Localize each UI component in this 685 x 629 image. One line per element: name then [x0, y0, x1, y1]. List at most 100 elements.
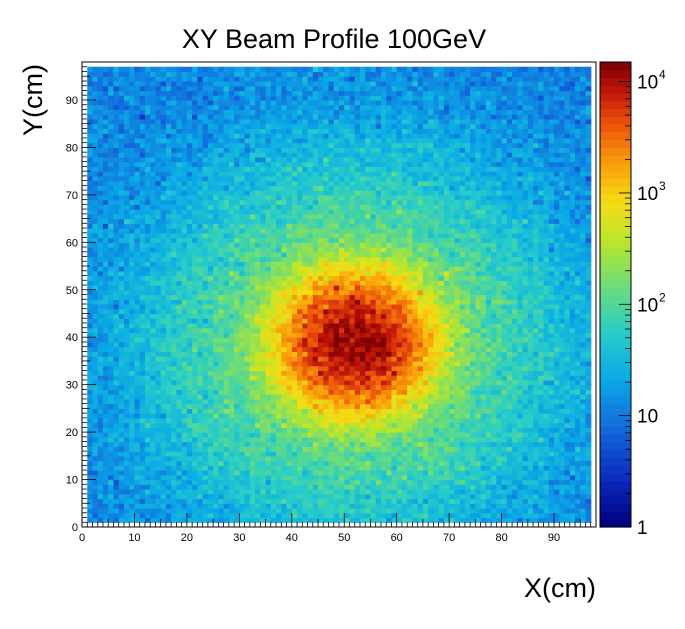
heatmap-cell [291, 337, 298, 343]
heatmap-cell [318, 455, 324, 462]
heatmap-cell [87, 337, 94, 343]
heatmap-cell [202, 484, 209, 490]
heatmap-cell [307, 137, 314, 144]
heatmap-cell [207, 508, 214, 514]
heatmap-cell [186, 204, 193, 210]
heatmap-cell [113, 408, 120, 414]
heatmap-cell [144, 360, 151, 367]
heatmap-cell [97, 436, 104, 443]
heatmap-cell [123, 408, 130, 414]
heatmap-cell [213, 446, 219, 452]
heatmap-cell [118, 436, 125, 443]
heatmap-cell [344, 327, 351, 334]
heatmap-cell [244, 332, 251, 338]
heatmap-cell [155, 408, 162, 414]
heatmap-cell [129, 71, 136, 77]
heatmap-cell [239, 512, 246, 519]
heatmap-cell [312, 185, 319, 191]
heatmap-cell [113, 441, 120, 447]
heatmap-cell [165, 223, 172, 229]
heatmap-cell [228, 318, 235, 324]
heatmap-cell [318, 118, 324, 125]
heatmap-cell [213, 313, 219, 319]
heatmap-cell [234, 379, 240, 386]
heatmap-cell [160, 142, 167, 148]
heatmap-cell [186, 493, 193, 500]
heatmap-cell [160, 484, 167, 490]
heatmap-cell [255, 80, 261, 87]
heatmap-cell [150, 484, 157, 490]
heatmap-cell [265, 398, 272, 405]
heatmap-cell [307, 413, 314, 419]
heatmap-cell [129, 194, 136, 201]
heatmap-cell [270, 142, 277, 148]
heatmap-cell [228, 280, 235, 286]
heatmap-cell [118, 360, 125, 367]
heatmap-cell [333, 251, 340, 258]
heatmap-cell [339, 365, 345, 372]
heatmap-cell [181, 109, 188, 115]
heatmap-cell [223, 322, 230, 329]
heatmap-cell [333, 408, 340, 414]
heatmap-cell [286, 270, 293, 277]
heatmap-cell [344, 484, 351, 490]
heatmap-cell [302, 194, 309, 201]
heatmap-cell [97, 280, 104, 286]
heatmap-cell [333, 318, 340, 324]
heatmap-cell [87, 460, 94, 466]
heatmap-cell [265, 237, 272, 243]
heatmap-cell [270, 209, 277, 215]
heatmap-cell [234, 275, 240, 281]
heatmap-cell [234, 322, 240, 329]
heatmap-cell [344, 341, 351, 348]
heatmap-cell [307, 256, 314, 262]
heatmap-cell [302, 128, 309, 134]
heatmap-cell [318, 223, 324, 229]
heatmap-cell [318, 413, 324, 419]
heatmap-cell [333, 493, 340, 500]
heatmap-cell [244, 474, 251, 481]
heatmap-cell [260, 251, 267, 258]
heatmap-cell [244, 161, 251, 167]
heatmap-cell [255, 218, 261, 224]
heatmap-cell [323, 161, 330, 167]
heatmap-cell [260, 375, 267, 381]
heatmap-cell [176, 432, 183, 438]
heatmap-cell [260, 270, 267, 277]
heatmap-cell [307, 432, 314, 438]
heatmap-cell [291, 285, 298, 291]
heatmap-cell [165, 90, 172, 96]
heatmap-cell [202, 123, 209, 130]
heatmap-cell [181, 299, 188, 305]
heatmap-cell [286, 432, 293, 438]
heatmap-cell [234, 337, 240, 343]
heatmap-cell [291, 95, 298, 101]
heatmap-cell [339, 270, 345, 277]
heatmap-cell [249, 370, 256, 376]
heatmap-cell [260, 389, 267, 395]
heatmap-cell [176, 356, 183, 362]
heatmap-cell [139, 180, 146, 186]
heatmap-cell [218, 85, 225, 92]
heatmap-cell [92, 275, 99, 281]
heatmap-cell [113, 171, 120, 177]
heatmap-cell [144, 95, 151, 101]
heatmap-cell [165, 294, 172, 300]
heatmap-cell [291, 299, 298, 305]
heatmap-cell [92, 199, 99, 205]
heatmap-cell [102, 489, 109, 495]
heatmap-cell [97, 356, 104, 362]
heatmap-cell [270, 479, 277, 485]
heatmap-cell [134, 403, 141, 409]
heatmap-cell [318, 389, 324, 395]
heatmap-cell [307, 90, 314, 96]
heatmap-cell [297, 118, 303, 125]
heatmap-cell [239, 194, 246, 201]
heatmap-cell [260, 228, 267, 234]
heatmap-cell [113, 508, 120, 514]
heatmap-cell [129, 489, 136, 495]
heatmap-cell [234, 66, 240, 73]
heatmap-cell [197, 384, 204, 390]
heatmap-cell [150, 432, 157, 438]
heatmap-cell [239, 104, 246, 111]
